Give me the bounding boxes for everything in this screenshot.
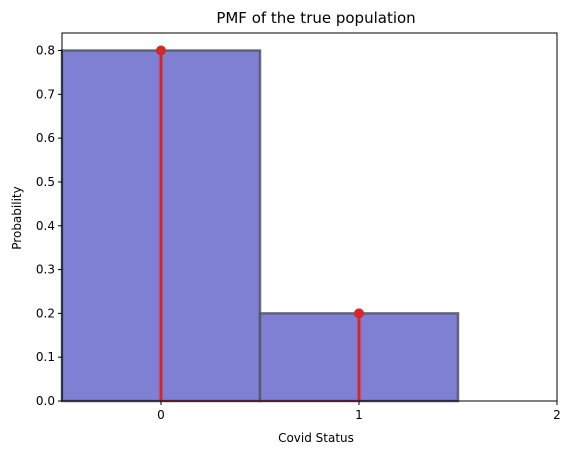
x-tick-label: 2 [553, 408, 561, 422]
y-tick-label: 0.6 [36, 131, 55, 145]
x-tick-label: 0 [157, 408, 165, 422]
stem-marker-0 [156, 45, 166, 56]
stem-marker-1 [354, 308, 364, 319]
y-tick-label: 0.4 [36, 219, 55, 233]
y-tick-label: 0.8 [36, 44, 55, 58]
y-tick-label: 0.7 [36, 87, 55, 101]
y-tick-label: 0.2 [36, 306, 55, 320]
y-tick-label: 0.5 [36, 175, 55, 189]
y-axis-label: Probability [10, 186, 24, 249]
y-tick-label: 0.3 [36, 263, 55, 277]
chart-title: PMF of the true population [216, 9, 415, 27]
plot-area: 0.0 0.1 0.2 0.3 0.4 0.5 0.6 0.7 0.8 0 1 2 [36, 32, 561, 422]
axes-frame [61, 32, 558, 402]
y-tick-label: 0.0 [36, 394, 55, 408]
x-axis-label: Covid Status [278, 431, 354, 445]
y-tick-label: 0.1 [36, 350, 55, 364]
x-tick-label: 1 [355, 408, 363, 422]
